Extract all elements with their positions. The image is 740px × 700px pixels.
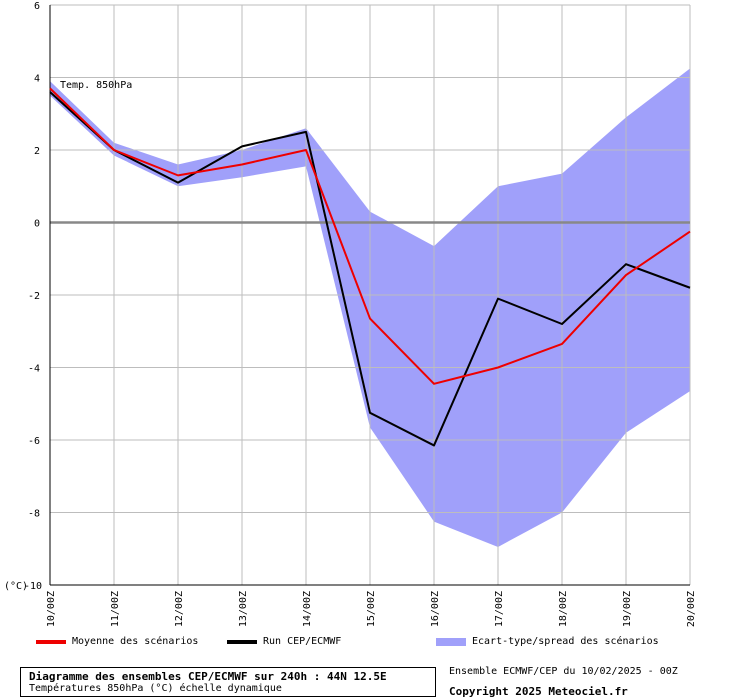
x-tick-label: 20/00Z: [686, 591, 697, 627]
mean-line: [49, 87, 691, 385]
ensemble-chart: 6 4 2 0 -2 -4 -6 -8 -10 10/00Z 11/00Z 12/00Z 13/00Z 1…: [4, 1, 697, 627]
legend-swatch-mean: [36, 639, 66, 644]
x-tick-label: 18/00Z: [558, 591, 569, 627]
y-tick-label: 2: [34, 146, 40, 157]
chart-title-box: Diagramme des ensembles CEP/ECMWF sur 24…: [20, 667, 436, 697]
legend-swatch-spread: [436, 637, 466, 646]
x-tick-label: 13/00Z: [238, 591, 249, 627]
legend-swatch-run: [227, 639, 257, 644]
legend-spread: Ecart-type/spread des scénarios: [436, 636, 659, 647]
grid-layer: [49, 4, 691, 586]
y-tick-label: 4: [34, 74, 40, 85]
tick-label-layer: 6 4 2 0 -2 -4 -6 -8 -10 10/00Z 11/00Z 12/00Z 13/00Z 1…: [24, 1, 697, 627]
legend-label-mean: Moyenne des scénarios: [72, 636, 199, 647]
copyright-text: Copyright 2025 Meteociel.fr: [449, 685, 628, 698]
y-tick-label: -10: [24, 581, 42, 592]
y-tick-label: -2: [28, 291, 40, 302]
y-tick-label: -8: [28, 509, 40, 520]
y-tick-label: -6: [28, 436, 40, 447]
series-line-layer: [49, 87, 691, 447]
x-tick-label: 17/00Z: [494, 591, 505, 627]
x-tick-label: 11/00Z: [110, 591, 121, 627]
legend-run: Run CEP/ECMWF: [227, 636, 341, 647]
y-axis-unit-label: (°C): [4, 581, 28, 592]
x-tick-label: 19/00Z: [622, 591, 633, 627]
run-line: [49, 91, 691, 447]
x-tick-label: 16/00Z: [430, 591, 441, 627]
legend-label-run: Run CEP/ECMWF: [263, 636, 342, 647]
source-text: Ensemble ECMWF/CEP du 10/02/2025 - 00Z: [449, 666, 678, 677]
x-tick-label: 12/00Z: [174, 591, 185, 627]
legend-label-spread: Ecart-type/spread des scénarios: [472, 636, 659, 647]
y-tick-label: 6: [34, 1, 40, 12]
y-tick-label: -4: [28, 364, 40, 375]
in-plot-label: Temp. 850hPa: [60, 80, 132, 91]
x-tick-label: 14/00Z: [302, 591, 313, 627]
x-tick-label: 15/00Z: [366, 591, 377, 627]
y-tick-label: 0: [34, 219, 40, 230]
chart-title: Diagramme des ensembles CEP/ECMWF sur 24…: [29, 670, 387, 683]
x-tick-label: 10/00Z: [46, 591, 57, 627]
legend-mean: Moyenne des scénarios: [36, 636, 198, 647]
chart-subtitle: Températures 850hPa (°C) échelle dynamiq…: [29, 683, 282, 694]
